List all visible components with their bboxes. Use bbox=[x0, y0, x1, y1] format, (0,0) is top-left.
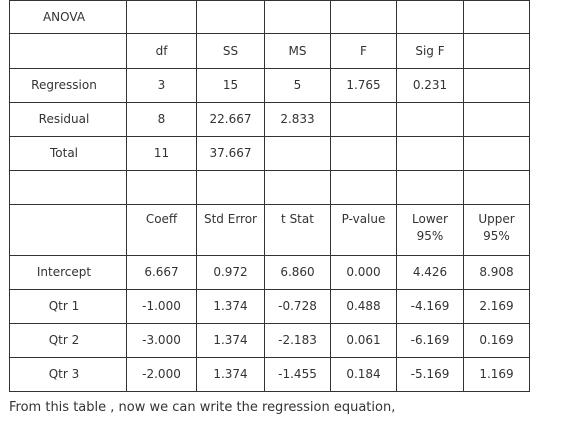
regression-output-table: ANOVA df SS MS F Sig F Regression 3 15 5… bbox=[9, 0, 530, 392]
table-cell: 0.972 bbox=[196, 255, 265, 290]
table-cell: -0.728 bbox=[264, 289, 331, 324]
anova-header-row: df SS MS F Sig F bbox=[9, 33, 530, 69]
table-cell: 4.426 bbox=[396, 255, 464, 290]
column-header: P-value bbox=[330, 204, 397, 256]
table-cell: 5 bbox=[264, 68, 331, 103]
table-cell bbox=[264, 136, 331, 171]
empty-cell bbox=[463, 136, 530, 171]
empty-cell bbox=[463, 0, 530, 34]
table-cell: 11 bbox=[126, 136, 197, 171]
empty-cell bbox=[396, 0, 464, 34]
table-cell: -2.000 bbox=[126, 357, 197, 392]
table-cell: 2.833 bbox=[264, 102, 331, 137]
empty-cell bbox=[463, 33, 530, 69]
table-cell: -1.455 bbox=[264, 357, 331, 392]
row-label: Qtr 3 bbox=[9, 357, 127, 392]
column-header: MS bbox=[264, 33, 331, 69]
column-header: df bbox=[126, 33, 197, 69]
empty-cell bbox=[126, 0, 197, 34]
empty-cell bbox=[396, 170, 464, 205]
row-label: Total bbox=[9, 136, 127, 171]
table-cell: 0.488 bbox=[330, 289, 397, 324]
anova-row-residual: Residual 8 22.667 2.833 bbox=[9, 102, 530, 137]
spacer-row bbox=[9, 170, 530, 205]
explanation-text: From this table , now we can write the r… bbox=[9, 400, 396, 415]
table-cell bbox=[396, 136, 464, 171]
row-label: Qtr 2 bbox=[9, 323, 127, 358]
table-cell: -4.169 bbox=[396, 289, 464, 324]
coeff-row-qtr1: Qtr 1 -1.000 1.374 -0.728 0.488 -4.169 2… bbox=[9, 289, 530, 324]
table-cell: -3.000 bbox=[126, 323, 197, 358]
column-header: t Stat bbox=[264, 204, 331, 256]
column-header: F bbox=[330, 33, 397, 69]
row-label: Qtr 1 bbox=[9, 289, 127, 324]
anova-title-row: ANOVA bbox=[9, 0, 530, 34]
table-cell: 1.765 bbox=[330, 68, 397, 103]
table-cell: 2.169 bbox=[463, 289, 530, 324]
anova-row-regression: Regression 3 15 5 1.765 0.231 bbox=[9, 68, 530, 103]
table-cell bbox=[396, 102, 464, 137]
table-cell: 1.374 bbox=[196, 289, 265, 324]
table-cell: 0.184 bbox=[330, 357, 397, 392]
table-cell: -2.183 bbox=[264, 323, 331, 358]
table-cell: 0.231 bbox=[396, 68, 464, 103]
column-header: Coeff bbox=[126, 204, 197, 256]
empty-cell bbox=[330, 0, 397, 34]
empty-cell bbox=[463, 102, 530, 137]
anova-row-total: Total 11 37.667 bbox=[9, 136, 530, 171]
row-label: Intercept bbox=[9, 255, 127, 290]
empty-cell bbox=[126, 170, 197, 205]
empty-cell bbox=[9, 204, 127, 256]
table-cell: 8 bbox=[126, 102, 197, 137]
column-header: Upper 95% bbox=[463, 204, 530, 256]
table-cell: 8.908 bbox=[463, 255, 530, 290]
table-cell: 0.061 bbox=[330, 323, 397, 358]
table-cell bbox=[330, 102, 397, 137]
empty-cell bbox=[196, 0, 265, 34]
table-cell: 37.667 bbox=[196, 136, 265, 171]
table-cell: 1.374 bbox=[196, 323, 265, 358]
table-cell: -1.000 bbox=[126, 289, 197, 324]
table-cell: 6.860 bbox=[264, 255, 331, 290]
empty-cell bbox=[264, 0, 331, 34]
table-cell: 22.667 bbox=[196, 102, 265, 137]
empty-cell bbox=[9, 170, 127, 205]
empty-cell bbox=[196, 170, 265, 205]
table-cell: 0.000 bbox=[330, 255, 397, 290]
table-cell: 15 bbox=[196, 68, 265, 103]
empty-cell bbox=[463, 170, 530, 205]
empty-cell bbox=[330, 170, 397, 205]
column-header: SS bbox=[196, 33, 265, 69]
column-header: Sig F bbox=[396, 33, 464, 69]
table-cell: 6.667 bbox=[126, 255, 197, 290]
empty-cell bbox=[463, 68, 530, 103]
table-cell: -5.169 bbox=[396, 357, 464, 392]
table-cell bbox=[330, 136, 397, 171]
table-cell: 1.374 bbox=[196, 357, 265, 392]
coeff-row-intercept: Intercept 6.667 0.972 6.860 0.000 4.426 … bbox=[9, 255, 530, 290]
anova-title: ANOVA bbox=[9, 0, 127, 34]
coeff-header-row: Coeff Std Error t Stat P-value Lower 95%… bbox=[9, 204, 530, 256]
coeff-row-qtr2: Qtr 2 -3.000 1.374 -2.183 0.061 -6.169 0… bbox=[9, 323, 530, 358]
empty-cell bbox=[9, 33, 127, 69]
table-cell: 3 bbox=[126, 68, 197, 103]
table-cell: 1.169 bbox=[463, 357, 530, 392]
coeff-row-qtr3: Qtr 3 -2.000 1.374 -1.455 0.184 -5.169 1… bbox=[9, 357, 530, 392]
row-label: Regression bbox=[9, 68, 127, 103]
table-cell: -6.169 bbox=[396, 323, 464, 358]
column-header: Lower 95% bbox=[396, 204, 464, 256]
column-header: Std Error bbox=[196, 204, 265, 256]
table-cell: 0.169 bbox=[463, 323, 530, 358]
row-label: Residual bbox=[9, 102, 127, 137]
empty-cell bbox=[264, 170, 331, 205]
